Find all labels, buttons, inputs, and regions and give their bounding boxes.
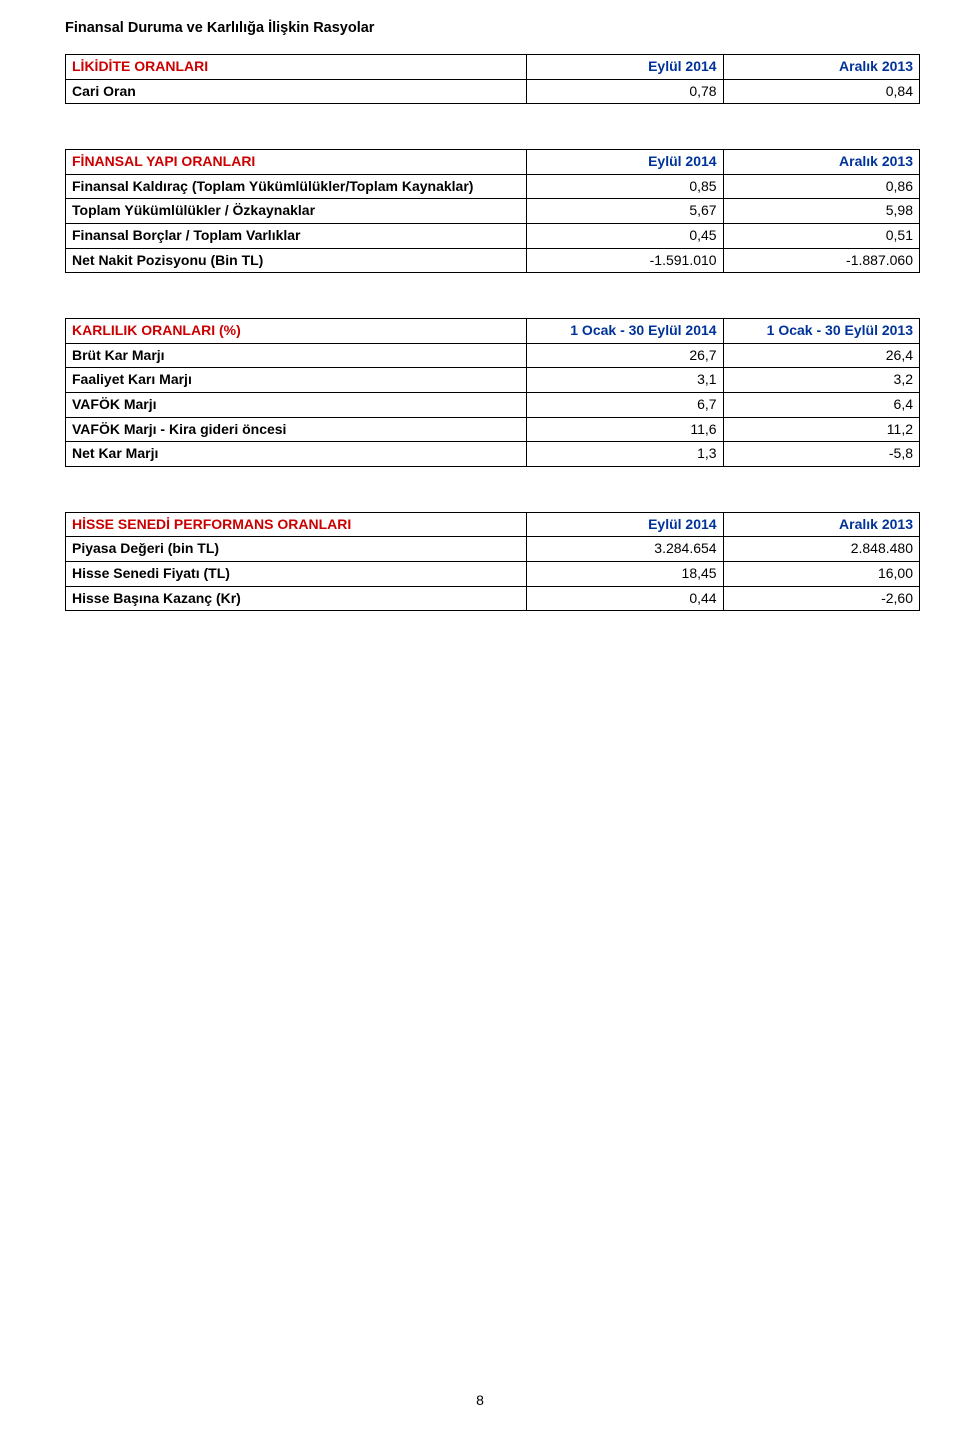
table-header-col: Eylül 2014: [527, 150, 723, 175]
table-row: VAFÖK Marjı - Kira gideri öncesi 11,6 11…: [66, 417, 920, 442]
row-value: 11,6: [527, 417, 723, 442]
row-value: 16,00: [723, 561, 919, 586]
table-row: Hisse Senedi Fiyatı (TL) 18,45 16,00: [66, 561, 920, 586]
row-value: -1.887.060: [723, 248, 919, 273]
row-label: VAFÖK Marjı - Kira gideri öncesi: [66, 417, 527, 442]
table-row: Piyasa Değeri (bin TL) 3.284.654 2.848.4…: [66, 537, 920, 562]
row-label: Finansal Borçlar / Toplam Varlıklar: [66, 223, 527, 248]
table-profitability: KARLILIK ORANLARI (%) 1 Ocak - 30 Eylül …: [65, 318, 920, 467]
row-value: 6,7: [527, 392, 723, 417]
row-value: 5,98: [723, 199, 919, 224]
table-header-col: Eylül 2014: [527, 55, 723, 80]
row-label: Faaliyet Karı Marjı: [66, 368, 527, 393]
table-row: Finansal Kaldıraç (Toplam Yükümlülükler/…: [66, 174, 920, 199]
row-value: 0,86: [723, 174, 919, 199]
row-label: Net Nakit Pozisyonu (Bin TL): [66, 248, 527, 273]
row-value: 6,4: [723, 392, 919, 417]
table-header-label: KARLILIK ORANLARI (%): [66, 319, 527, 344]
table-stock-performance: HİSSE SENEDİ PERFORMANS ORANLARI Eylül 2…: [65, 512, 920, 611]
row-label: Finansal Kaldıraç (Toplam Yükümlülükler/…: [66, 174, 527, 199]
table-row: Net Kar Marjı 1,3 -5,8: [66, 442, 920, 467]
row-label: Hisse Başına Kazanç (Kr): [66, 586, 527, 611]
row-label: Cari Oran: [66, 79, 527, 104]
row-label: VAFÖK Marjı: [66, 392, 527, 417]
row-label: Brüt Kar Marjı: [66, 343, 527, 368]
row-value: -1.591.010: [527, 248, 723, 273]
row-value: 0,78: [527, 79, 723, 104]
table-header-row: HİSSE SENEDİ PERFORMANS ORANLARI Eylül 2…: [66, 512, 920, 537]
row-value: 5,67: [527, 199, 723, 224]
row-value: 26,7: [527, 343, 723, 368]
row-label: Hisse Senedi Fiyatı (TL): [66, 561, 527, 586]
table-row: Faaliyet Karı Marjı 3,1 3,2: [66, 368, 920, 393]
table-liquidity: LİKİDİTE ORANLARI Eylül 2014 Aralık 2013…: [65, 54, 920, 104]
row-value: 18,45: [527, 561, 723, 586]
table-header-label: FİNANSAL YAPI ORANLARI: [66, 150, 527, 175]
table-header-col: Aralık 2013: [723, 55, 919, 80]
table-header-col: Aralık 2013: [723, 512, 919, 537]
table-header-row: KARLILIK ORANLARI (%) 1 Ocak - 30 Eylül …: [66, 319, 920, 344]
table-row: Cari Oran 0,78 0,84: [66, 79, 920, 104]
row-value: -2,60: [723, 586, 919, 611]
row-label: Toplam Yükümlülükler / Özkaynaklar: [66, 199, 527, 224]
table-row: Net Nakit Pozisyonu (Bin TL) -1.591.010 …: [66, 248, 920, 273]
row-value: 3,2: [723, 368, 919, 393]
table-row: VAFÖK Marjı 6,7 6,4: [66, 392, 920, 417]
row-value: 2.848.480: [723, 537, 919, 562]
table-row: Hisse Başına Kazanç (Kr) 0,44 -2,60: [66, 586, 920, 611]
table-header-label: HİSSE SENEDİ PERFORMANS ORANLARI: [66, 512, 527, 537]
table-row: Finansal Borçlar / Toplam Varlıklar 0,45…: [66, 223, 920, 248]
row-value: 11,2: [723, 417, 919, 442]
row-value: 0,45: [527, 223, 723, 248]
row-label: Piyasa Değeri (bin TL): [66, 537, 527, 562]
table-row: Toplam Yükümlülükler / Özkaynaklar 5,67 …: [66, 199, 920, 224]
row-value: 0,84: [723, 79, 919, 104]
table-row: Brüt Kar Marjı 26,7 26,4: [66, 343, 920, 368]
row-value: 0,44: [527, 586, 723, 611]
page-title: Finansal Duruma ve Karlılığa İlişkin Ras…: [65, 20, 920, 36]
table-header-col: 1 Ocak - 30 Eylül 2013: [723, 319, 919, 344]
row-value: -5,8: [723, 442, 919, 467]
row-value: 3.284.654: [527, 537, 723, 562]
table-header-col: 1 Ocak - 30 Eylül 2014: [527, 319, 723, 344]
row-value: 26,4: [723, 343, 919, 368]
table-header-label: LİKİDİTE ORANLARI: [66, 55, 527, 80]
row-label: Net Kar Marjı: [66, 442, 527, 467]
row-value: 3,1: [527, 368, 723, 393]
table-header-row: LİKİDİTE ORANLARI Eylül 2014 Aralık 2013: [66, 55, 920, 80]
table-header-row: FİNANSAL YAPI ORANLARI Eylül 2014 Aralık…: [66, 150, 920, 175]
row-value: 1,3: [527, 442, 723, 467]
row-value: 0,51: [723, 223, 919, 248]
table-header-col: Aralık 2013: [723, 150, 919, 175]
table-financial-structure: FİNANSAL YAPI ORANLARI Eylül 2014 Aralık…: [65, 149, 920, 273]
page-number: 8: [0, 1392, 960, 1408]
table-header-col: Eylül 2014: [527, 512, 723, 537]
row-value: 0,85: [527, 174, 723, 199]
